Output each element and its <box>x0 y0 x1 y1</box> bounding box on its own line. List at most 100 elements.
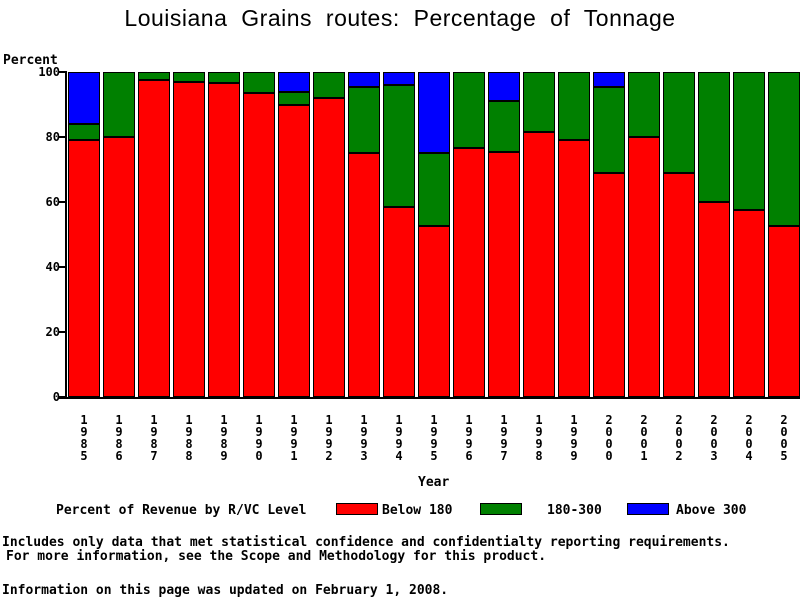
bar-segment-below-180 <box>418 226 450 397</box>
bar-segment-below-180 <box>698 202 730 397</box>
bar-1999 <box>558 72 590 397</box>
y-tick-label: 100 <box>38 65 60 79</box>
bar-2005 <box>768 72 800 397</box>
y-tick-mark <box>58 331 65 333</box>
bar-segment-180-300 <box>278 91 310 105</box>
y-tick-label: 60 <box>45 195 60 209</box>
bar-segment-below-180 <box>173 81 205 397</box>
footer-note-line1: Includes only data that met statistical … <box>2 535 730 550</box>
bar-segment-below-180 <box>208 83 240 397</box>
bar-segment-below-180 <box>593 172 625 397</box>
bar-segment-below-180 <box>278 104 310 397</box>
bar-segment-below-180 <box>453 148 485 397</box>
footer-note-line2: For more information, see the Scope and … <box>6 549 547 564</box>
bar-1986 <box>103 72 135 397</box>
bar-segment-180-300 <box>208 72 240 84</box>
bar-1991 <box>278 72 310 397</box>
legend-label-below-180: Below 180 <box>382 503 453 518</box>
bar-segment-above-300 <box>348 72 380 87</box>
y-tick-mark <box>58 136 65 138</box>
bar-segment-below-180 <box>383 206 415 397</box>
y-tick-label: 0 <box>52 390 60 404</box>
y-tick-label: 80 <box>45 130 60 144</box>
bar-2004 <box>733 72 765 397</box>
bar-segment-above-300 <box>278 72 310 92</box>
legend-label-above-300: Above 300 <box>676 503 747 518</box>
bar-segment-180-300 <box>68 124 100 141</box>
bar-segment-180-300 <box>313 72 345 98</box>
bar-2000 <box>593 72 625 397</box>
legend-swatch-above-300 <box>627 503 669 515</box>
bar-1989 <box>208 72 240 397</box>
bar-segment-below-180 <box>733 210 765 397</box>
bar-1993 <box>348 72 380 397</box>
legend-swatch-below-180 <box>336 503 378 515</box>
bar-segment-above-300 <box>68 72 100 124</box>
bar-segment-above-300 <box>593 72 625 87</box>
bar-2001 <box>628 72 660 397</box>
bar-1990 <box>243 72 275 397</box>
bar-segment-180-300 <box>488 101 520 152</box>
y-tick-mark <box>58 71 65 73</box>
bar-segment-180-300 <box>138 72 170 81</box>
bar-segment-below-180 <box>523 132 555 397</box>
bar-1997 <box>488 72 520 397</box>
bar-segment-180-300 <box>243 72 275 94</box>
footer-updated-line: Information on this page was updated on … <box>2 583 449 598</box>
bar-2002 <box>663 72 695 397</box>
y-tick-label: 40 <box>45 260 60 274</box>
bar-segment-above-300 <box>488 72 520 102</box>
bar-1995 <box>418 72 450 397</box>
bar-segment-below-180 <box>243 93 275 397</box>
bar-segment-below-180 <box>628 137 660 397</box>
legend-swatch-180-300 <box>480 503 522 515</box>
plot-area <box>68 72 800 397</box>
y-tick-label: 20 <box>45 325 60 339</box>
bar-segment-below-180 <box>558 140 590 397</box>
bar-1988 <box>173 72 205 397</box>
bar-segment-below-180 <box>313 98 345 397</box>
bar-segment-180-300 <box>418 153 450 227</box>
bar-1998 <box>523 72 555 397</box>
bar-segment-180-300 <box>733 72 765 211</box>
y-tick-mark <box>58 201 65 203</box>
bar-1996 <box>453 72 485 397</box>
bar-segment-180-300 <box>103 72 135 137</box>
bar-segment-180-300 <box>348 86 380 154</box>
bar-1985 <box>68 72 100 397</box>
legend-label-180-300: 180-300 <box>547 503 602 518</box>
bar-segment-180-300 <box>698 72 730 202</box>
bar-segment-180-300 <box>173 72 205 82</box>
bar-segment-below-180 <box>488 151 520 397</box>
bar-segment-180-300 <box>558 72 590 141</box>
bar-segment-180-300 <box>453 72 485 149</box>
x-axis-title: Year <box>418 475 450 490</box>
bar-segment-below-180 <box>768 226 800 397</box>
legend-title: Percent of Revenue by R/VC Level <box>56 503 307 518</box>
chart-title: Louisiana Grains routes: Percentage of T… <box>124 5 676 31</box>
bar-segment-180-300 <box>383 85 415 207</box>
bar-1994 <box>383 72 415 397</box>
bar-segment-180-300 <box>523 72 555 133</box>
bar-segment-180-300 <box>663 72 695 173</box>
bar-segment-above-300 <box>418 72 450 154</box>
bar-segment-below-180 <box>138 80 170 397</box>
